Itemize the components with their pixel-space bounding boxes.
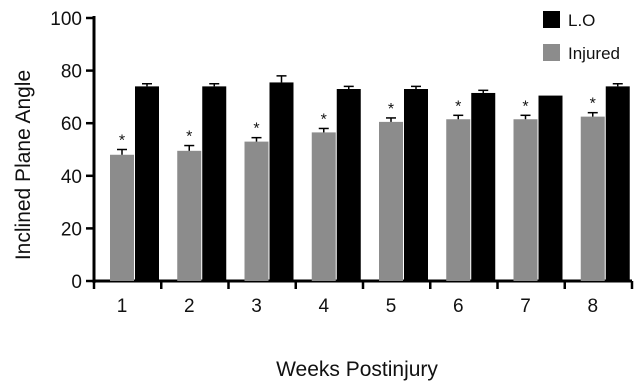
x-tick-label: 3 [251, 296, 262, 317]
legend-swatch-injured [543, 44, 560, 61]
bar-lo [269, 82, 294, 281]
bar-injured [110, 154, 134, 281]
bar-lo [135, 86, 159, 281]
bar-injured [513, 119, 538, 281]
legend-label-injured: Injured [568, 44, 620, 63]
y-tick-label: 40 [61, 167, 82, 188]
x-tick-label: 5 [386, 296, 397, 317]
legend-label-lo: L.O [568, 11, 595, 30]
bar-injured [446, 119, 471, 281]
x-tick-label: 8 [587, 296, 598, 317]
bar-injured [311, 132, 336, 281]
bar-lo [605, 86, 630, 281]
bar-injured [244, 141, 269, 281]
x-axis-title: Weeks Postinjury [276, 358, 438, 381]
bar-injured [379, 121, 403, 281]
bar-lo [202, 86, 227, 281]
legend-swatch-lo [543, 11, 560, 28]
bar-injured [580, 116, 605, 281]
x-tick-label: 6 [453, 296, 464, 317]
bar-lo [404, 89, 428, 281]
bar-lo [538, 95, 563, 282]
plot-area: 0 20 40 60 80 100 * 1 * 2 * 3 * 4 * 5 * 6 * 7 * 8 [50, 9, 634, 317]
bar-lo [336, 89, 361, 281]
x-tick-label: 4 [318, 296, 329, 317]
significance-marker: * [186, 129, 192, 146]
y-tick-label: 100 [50, 9, 82, 30]
y-tick-label: 60 [61, 114, 82, 135]
y-axis-title: Inclined Plane Angle [12, 70, 35, 260]
x-tick-label: 1 [117, 296, 128, 317]
y-tick-label: 0 [71, 272, 82, 293]
significance-marker: * [590, 96, 596, 113]
significance-marker: * [455, 98, 461, 115]
bar-lo [471, 92, 496, 281]
x-tick-label: 2 [184, 296, 195, 317]
y-tick-label: 80 [61, 62, 82, 83]
legend: L.O Injured [543, 11, 620, 63]
x-tick-label: 7 [520, 296, 531, 317]
significance-marker: * [522, 98, 528, 115]
significance-marker: * [321, 111, 327, 128]
significance-marker: * [388, 101, 394, 118]
significance-marker: * [119, 133, 125, 150]
significance-marker: * [253, 121, 259, 138]
y-tick-label: 20 [61, 219, 82, 240]
bar-injured [177, 150, 202, 281]
